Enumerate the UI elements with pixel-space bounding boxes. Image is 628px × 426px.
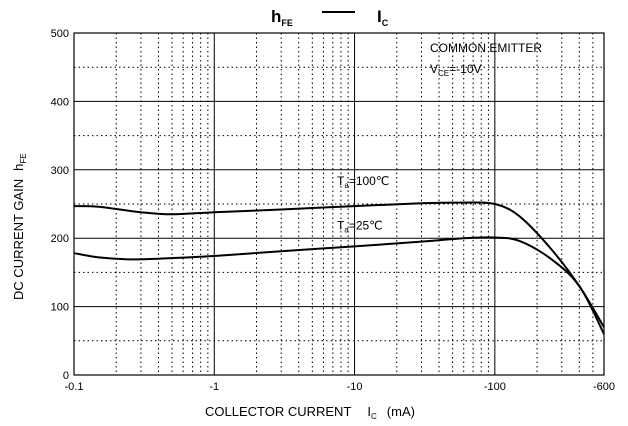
y-axis-title: DC CURRENT GAIN hFE: [11, 153, 28, 300]
title-ic: I: [377, 7, 382, 26]
y-axis-symbol-sub: FE: [19, 153, 28, 163]
y-tick-label: 100: [51, 302, 69, 314]
grid: [74, 33, 604, 375]
series-line-0: [73, 201, 605, 328]
chart-title: hFE: [271, 7, 293, 28]
x-axis-symbol-sub: C: [371, 412, 377, 421]
title-ic-sub: C: [382, 18, 389, 28]
series-group: Ta=100℃ Ta=25℃: [73, 174, 605, 335]
x-tick-label: -600: [593, 381, 615, 393]
y-tick-label: 0: [63, 370, 69, 382]
vce-sub: CE: [438, 69, 449, 78]
condition-common-emitter: COMMON EMITTER: [430, 41, 542, 55]
chart-title-ic: IC: [377, 7, 389, 28]
x-tick-label: -10: [347, 381, 363, 393]
tick-labels: -0.1 -1 -10 -100 -600 0 100 200 300 400 500: [51, 28, 615, 393]
plot-frame: [73, 32, 605, 376]
vce-main: V: [430, 62, 438, 76]
x-tick-label: -0.1: [65, 381, 84, 393]
y-tick-label: 400: [51, 96, 69, 108]
series-line-1: [73, 236, 605, 335]
x-axis-title: COLLECTOR CURRENT IC (mA): [205, 404, 415, 421]
y-tick-label: 300: [51, 165, 69, 177]
y-axis-text: DC CURRENT GAIN: [11, 179, 26, 300]
y-axis-symbol: h: [11, 164, 26, 171]
y-tick-label: 500: [51, 28, 69, 40]
series-label-0: Ta=100℃: [337, 174, 389, 190]
x-tick-label: -1: [209, 381, 219, 393]
series-label-1: Ta=25℃: [337, 218, 383, 234]
x-axis-symbol: I: [367, 404, 371, 419]
x-axis-text: COLLECTOR CURRENT: [205, 404, 351, 419]
x-tick-label: -100: [484, 381, 506, 393]
y-tick-label: 200: [51, 233, 69, 245]
condition-vce: VCE=-10V: [430, 62, 482, 78]
title-hfe: h: [271, 7, 281, 26]
vce-rest: =-10V: [449, 62, 481, 76]
x-axis-unit: (mA): [387, 404, 415, 419]
title-hfe-sub: FE: [281, 18, 293, 28]
